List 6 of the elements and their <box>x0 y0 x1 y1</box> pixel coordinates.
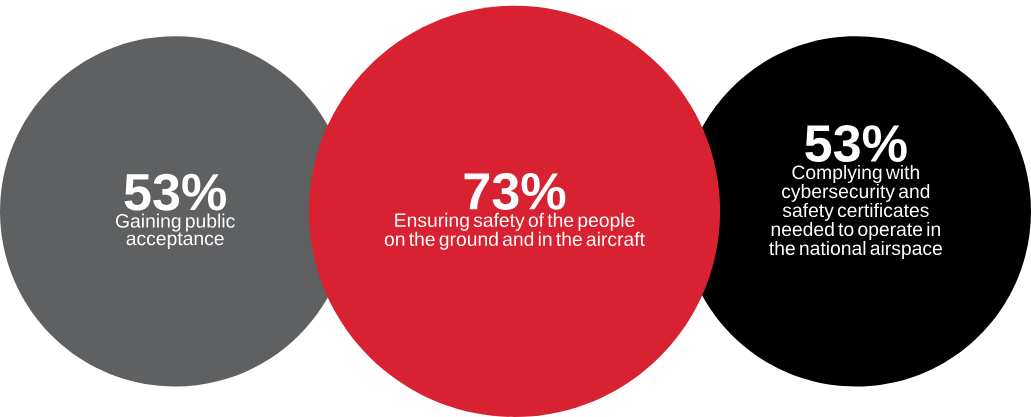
data-label: 53% <box>805 125 907 163</box>
category-label: Ensuring safety of the people on the ground and in the aircraft <box>384 212 645 250</box>
data-label: 73% <box>464 172 566 210</box>
data-label: 53% <box>124 173 226 211</box>
category-label: Complying with cybersecurity and safety certificates needed to operate in the national airspace <box>769 165 942 259</box>
category-label: Gaining public acceptance <box>115 213 235 250</box>
